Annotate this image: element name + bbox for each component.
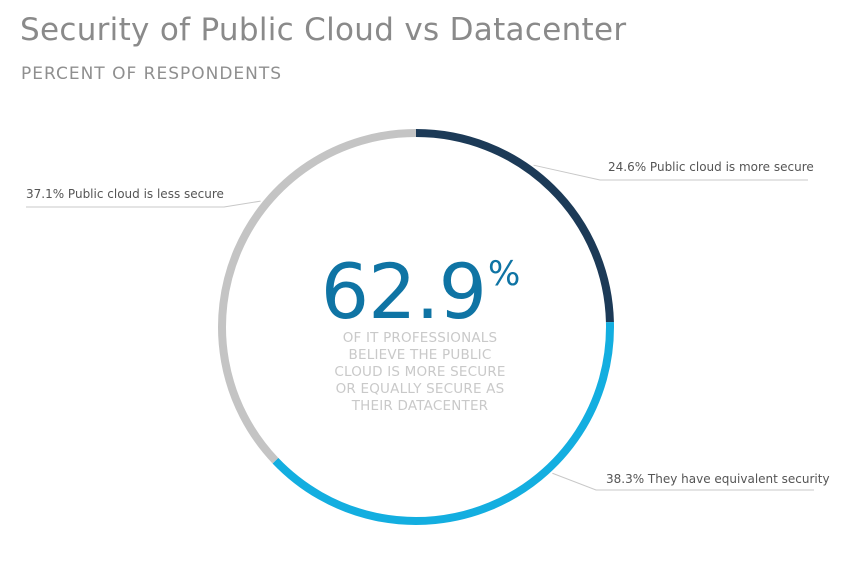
slice-more-secure (415, 129, 614, 323)
slice-label-more-secure: 24.6% Public cloud is more secure (608, 160, 814, 174)
center-value-unit: % (487, 254, 520, 294)
center-value-number: 62.9 (320, 247, 487, 336)
slice-less-secure (218, 129, 417, 464)
center-summary: 62.9% OF IT PROFESSIONALS BELIEVE THE PU… (300, 252, 540, 415)
slice-equivalent (272, 322, 614, 525)
leader-equivalent (552, 472, 814, 491)
leader-less-secure (26, 200, 261, 208)
center-caption-line: OF IT PROFESSIONALS (342, 330, 498, 346)
center-caption-line: OR EQUALLY SECURE AS (335, 381, 505, 397)
center-caption-line: THEIR DATACENTER (351, 398, 489, 414)
center-caption-line: CLOUD IS MORE SECURE (334, 364, 506, 380)
chart-subtitle: PERCENT OF RESPONDENTS (21, 64, 283, 84)
slice-label-less-secure: 37.1% Public cloud is less secure (26, 187, 224, 201)
chart-title: Security of Public Cloud vs Datacenter (20, 12, 627, 48)
leader-more-secure (533, 164, 808, 181)
center-value: 62.9% (321, 252, 521, 332)
center-caption-line: BELIEVE THE PUBLIC (348, 347, 492, 363)
center-caption: OF IT PROFESSIONALS BELIEVE THE PUBLIC C… (300, 330, 540, 415)
slice-label-equivalent: 38.3% They have equivalent security (606, 472, 830, 486)
